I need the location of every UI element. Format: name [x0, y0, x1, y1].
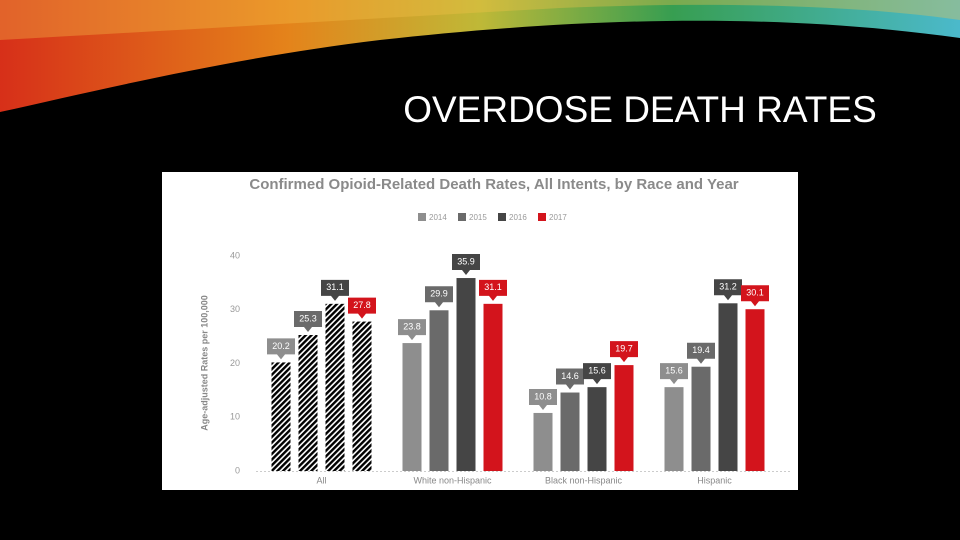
value-label: 10.8 — [534, 391, 552, 401]
x-tick-label: Hispanic — [697, 475, 732, 485]
slide-title: OVERDOSE DEATH RATES — [403, 89, 877, 130]
value-callout — [741, 285, 769, 307]
value-label: 31.1 — [326, 282, 344, 292]
value-callout — [267, 338, 295, 360]
value-callout — [348, 297, 376, 319]
legend-swatch — [418, 213, 426, 221]
bar — [483, 303, 503, 471]
value-label: 30.1 — [746, 288, 764, 298]
y-tick-label: 40 — [230, 250, 240, 260]
bar — [745, 309, 765, 471]
chart-title: Confirmed Opioid-Related Death Rates, Al… — [249, 176, 738, 193]
decor-swoosh-highlight — [0, 0, 960, 40]
value-label: 15.6 — [665, 366, 683, 376]
value-label: 14.6 — [561, 371, 579, 381]
bar — [456, 278, 476, 471]
legend-label: 2016 — [509, 213, 527, 222]
value-label: 23.8 — [403, 321, 421, 331]
value-callout — [687, 342, 715, 364]
bar — [325, 303, 345, 471]
bar — [718, 303, 738, 471]
bar — [614, 365, 634, 471]
y-tick-label: 10 — [230, 412, 240, 422]
bar — [664, 387, 684, 471]
value-label: 20.2 — [272, 341, 290, 351]
bar — [691, 366, 711, 471]
x-tick-label: Black non-Hispanic — [545, 475, 623, 485]
value-callout — [425, 286, 453, 308]
x-tick-label: White non-Hispanic — [413, 475, 492, 485]
value-callout — [714, 279, 742, 301]
value-label: 29.9 — [430, 289, 448, 299]
value-callout — [529, 388, 557, 410]
bar — [533, 412, 553, 471]
value-callout — [452, 254, 480, 276]
bar — [429, 310, 449, 471]
legend-swatch — [458, 213, 466, 221]
bar — [587, 387, 607, 471]
legend-label: 2015 — [469, 213, 487, 222]
value-label: 25.3 — [299, 313, 317, 323]
bar — [560, 392, 580, 471]
value-callout — [321, 279, 349, 301]
value-label: 31.2 — [719, 282, 737, 292]
x-tick-label: All — [316, 475, 326, 485]
decor-swoosh — [0, 0, 960, 112]
legend-label: 2017 — [549, 213, 567, 222]
legend-swatch — [538, 213, 546, 221]
value-callout — [660, 363, 688, 385]
value-label: 19.4 — [692, 345, 710, 355]
value-callout — [556, 368, 584, 390]
value-callout — [479, 279, 507, 301]
y-tick-label: 30 — [230, 304, 240, 314]
value-callout — [610, 341, 638, 363]
value-label: 27.8 — [353, 300, 371, 310]
bar — [352, 321, 372, 471]
value-callout — [294, 311, 322, 333]
bar — [402, 343, 422, 471]
value-label: 15.6 — [588, 366, 606, 376]
value-label: 35.9 — [457, 256, 475, 266]
y-tick-label: 0 — [235, 465, 240, 475]
value-label: 31.1 — [484, 282, 502, 292]
legend-label: 2014 — [429, 213, 447, 222]
bar — [298, 335, 318, 471]
value-label: 19.7 — [615, 343, 633, 353]
bar — [271, 362, 291, 471]
value-callout — [583, 363, 611, 385]
y-tick-label: 20 — [230, 358, 240, 368]
value-callout — [398, 319, 426, 341]
y-axis-label: Age-adjusted Rates per 100,000 — [199, 295, 209, 431]
legend-swatch — [498, 213, 506, 221]
